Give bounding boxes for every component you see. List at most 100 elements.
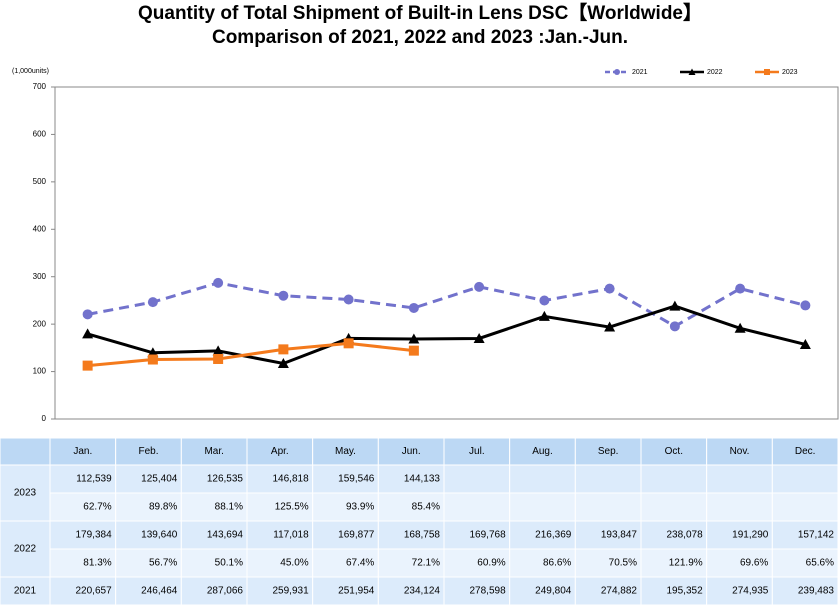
table-value: 274,882 [601,586,638,597]
table-value: 169,768 [470,530,507,541]
table-value: 274,935 [732,586,769,597]
header-cell [246,437,314,466]
table-value: 65.6% [806,558,834,569]
table-value: 62.7% [83,502,111,513]
table-cell [49,464,117,494]
table-cell [115,464,182,494]
table-cell [115,576,182,606]
header-cell [443,437,511,466]
marker [82,328,94,339]
table-cell [574,492,642,522]
table-value: 89.8% [149,502,177,513]
table-value: 144,133 [404,474,441,485]
header-cell [312,437,379,466]
table-value: 278,598 [470,586,507,597]
table-cell [574,576,642,606]
header-label: Aug. [532,446,553,457]
table-value: 85.4% [412,502,440,513]
marker [278,290,289,301]
header-label: Feb. [138,446,158,457]
table-cell [706,548,773,578]
legend-marker [688,68,696,75]
table-cell [706,464,773,494]
table-value: 146,818 [273,474,310,485]
table-value: 72.1% [412,558,440,569]
table-value: 259,931 [273,586,310,597]
marker [343,294,354,305]
chart-title: Quantity of Total Shipment of Built-in L… [138,1,702,24]
table-cell [246,520,314,550]
table-cell [443,492,511,522]
header-cell [509,437,576,466]
table-cell [312,576,379,606]
marker [278,344,289,355]
table-cell [246,576,314,606]
table-cell [443,464,511,494]
table-cell [706,492,773,522]
chart-subtitle: Comparison of 2021, 2022 and 2023 :Jan.-… [212,27,628,48]
marker [538,310,550,321]
year-cell [0,520,51,578]
table-cell [574,464,642,494]
y-tick-label: 700 [33,82,47,91]
table-value: 220,657 [76,586,113,597]
table-value: 193,847 [601,530,638,541]
table-value: 249,804 [535,586,572,597]
table-cell [509,464,576,494]
year-label: 2022 [14,544,37,555]
y-tick-label: 300 [33,272,47,281]
marker [408,333,420,344]
table-value: 70.5% [609,558,637,569]
year-label: 2021 [14,586,37,597]
table-cell [771,492,839,522]
marker [147,297,158,308]
marker [539,295,550,306]
table-value: 67.4% [346,558,374,569]
table-value: 121.9% [669,558,703,569]
table-value: 143,694 [207,530,244,541]
y-axis-label: (1,000units) [12,68,49,75]
series-line [87,281,806,329]
table-cell [246,464,314,494]
y-tick-label: 100 [33,367,47,376]
header-label: May. [335,446,356,457]
table-cell [49,492,117,522]
marker [799,338,811,349]
table-value: 191,290 [732,530,769,541]
marker [473,332,485,343]
legend-label: 2021 [632,69,648,76]
table-value: 60.9% [477,558,505,569]
y-tick-label: 200 [33,319,47,328]
table-cell [115,520,182,550]
marker [82,360,93,371]
table-cell [312,492,379,522]
table-value: 86.6% [543,558,571,569]
marker [213,353,224,364]
table-cell [509,492,576,522]
table-value: 126,535 [207,474,244,485]
marker [734,322,746,333]
table-cell [180,548,248,578]
legend-marker [614,69,620,75]
table-cell [443,576,511,606]
table-cell [377,492,445,522]
table-value: 159,546 [338,474,375,485]
series-line [87,304,806,366]
table-cell [180,576,248,606]
y-tick-label: 600 [33,130,47,139]
table-cell [180,492,248,522]
table-value: 195,352 [667,586,704,597]
year-cell [0,576,51,606]
table-value: 139,640 [141,530,178,541]
header-cell [771,437,839,466]
table-value: 157,142 [798,530,835,541]
table-value: 239,483 [798,586,835,597]
plot-frame [54,86,839,420]
table-value: 251,954 [338,586,375,597]
table-value: 125.5% [275,502,309,513]
table-value: 112,539 [76,474,112,485]
header-label: Jul. [469,446,485,457]
header-label: Jun. [402,446,421,457]
y-tick-label: 0 [42,414,47,423]
table-value: 238,078 [667,530,704,541]
